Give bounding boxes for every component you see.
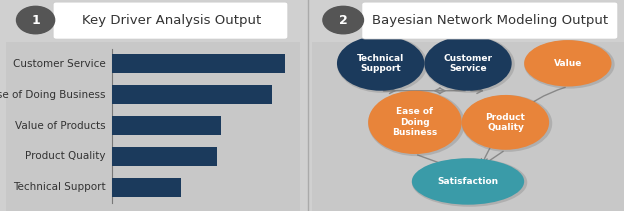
FancyBboxPatch shape <box>53 2 288 39</box>
Text: Ease of Doing Business: Ease of Doing Business <box>0 90 106 100</box>
FancyBboxPatch shape <box>112 116 221 135</box>
Text: Satisfaction: Satisfaction <box>437 177 499 186</box>
Text: Technical Support: Technical Support <box>13 182 106 192</box>
Ellipse shape <box>462 95 552 152</box>
Text: 2: 2 <box>339 14 348 27</box>
Text: Product Quality: Product Quality <box>26 151 106 161</box>
Text: Value: Value <box>553 59 582 68</box>
FancyBboxPatch shape <box>362 2 618 39</box>
Text: Key Driver Analysis Output: Key Driver Analysis Output <box>82 14 261 27</box>
Ellipse shape <box>424 36 515 93</box>
Ellipse shape <box>524 40 612 87</box>
Ellipse shape <box>368 91 465 156</box>
Ellipse shape <box>412 158 524 205</box>
Text: Technical
Support: Technical Support <box>357 54 404 73</box>
Text: Value of Products: Value of Products <box>16 120 106 131</box>
Text: Ease of
Doing
Business: Ease of Doing Business <box>392 107 437 137</box>
Circle shape <box>16 6 55 34</box>
Ellipse shape <box>462 95 549 150</box>
FancyBboxPatch shape <box>112 147 217 166</box>
FancyBboxPatch shape <box>112 54 285 73</box>
Ellipse shape <box>368 91 462 154</box>
FancyBboxPatch shape <box>6 42 300 211</box>
Ellipse shape <box>337 36 424 91</box>
Ellipse shape <box>524 40 615 89</box>
Text: Customer Service: Customer Service <box>13 59 106 69</box>
FancyBboxPatch shape <box>112 85 272 104</box>
Text: Product
Quality: Product Quality <box>485 113 525 132</box>
Text: 1: 1 <box>31 14 40 27</box>
FancyBboxPatch shape <box>112 178 181 197</box>
Circle shape <box>323 6 363 34</box>
Text: Bayesian Network Modeling Output: Bayesian Network Modeling Output <box>372 14 608 27</box>
Ellipse shape <box>412 158 527 207</box>
Text: Customer
Service: Customer Service <box>444 54 492 73</box>
Ellipse shape <box>424 36 512 91</box>
FancyBboxPatch shape <box>312 42 624 211</box>
Ellipse shape <box>337 36 427 93</box>
